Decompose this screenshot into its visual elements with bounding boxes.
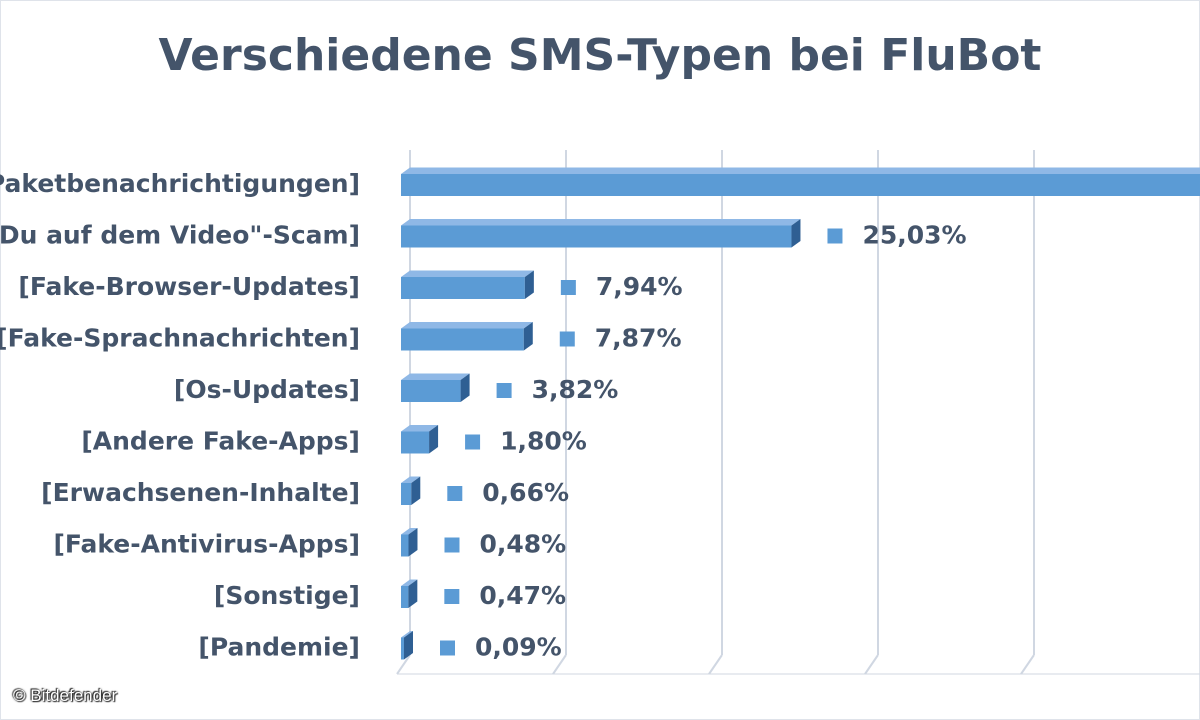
bar (401, 277, 525, 299)
category-label: ["Bist Du auf dem Video"-Scam] (0, 221, 360, 250)
chart-title: Verschiedene SMS-Typen bei FluBot (158, 30, 1042, 81)
bar-top (401, 476, 421, 483)
bar (401, 380, 461, 402)
value-marker (444, 537, 460, 553)
value-marker (827, 228, 843, 244)
bar-side (429, 425, 439, 454)
value-marker (465, 434, 481, 450)
bar-top (401, 219, 801, 226)
bar-side (408, 528, 418, 557)
copyright-credit: © Bitdefender (13, 686, 118, 705)
bar-top (401, 167, 1200, 174)
bar (401, 534, 409, 557)
category-label: [Os-Updates] (174, 375, 360, 404)
bar-top (401, 528, 418, 535)
value-label: 0,47% (479, 581, 566, 610)
bar-side (791, 219, 801, 248)
value-marker (447, 486, 463, 501)
bar (401, 328, 524, 351)
gridline-floor (396, 654, 411, 675)
value-marker (496, 383, 512, 398)
category-label: [Fake-Sprachnachrichten] (0, 324, 360, 353)
bar (401, 174, 1200, 196)
value-label: 1,80% (500, 427, 587, 456)
bar-top (401, 631, 413, 638)
bar-side (408, 579, 418, 608)
bar-side (411, 476, 421, 505)
bar (401, 637, 404, 660)
bar-side (460, 373, 470, 402)
category-label: [Erwachsenen-Inhalte] (41, 478, 360, 507)
category-label: [Fake-Antivirus-Apps] (53, 530, 360, 559)
gridline-floor (552, 654, 567, 675)
value-label: 0,66% (482, 478, 569, 507)
bar-top (401, 373, 470, 380)
bar-top (401, 579, 418, 586)
value-label: 3,82% (532, 375, 619, 404)
gridline-floor (708, 654, 723, 675)
category-label: [Fake-Browser-Updates] (18, 272, 360, 301)
bar-side (404, 631, 413, 660)
gridline-floor (1020, 654, 1035, 675)
gridline-floor (864, 654, 879, 675)
bar-side (523, 322, 533, 351)
value-marker (560, 280, 576, 295)
bar (401, 586, 409, 608)
bar (401, 483, 412, 505)
bar (401, 431, 430, 454)
value-marker (440, 640, 455, 656)
value-marker (559, 331, 575, 347)
bar-side (524, 270, 534, 299)
labels: [Paketbenachrichtigungen] ["Bist Du auf d… (0, 169, 967, 662)
bar-top (401, 270, 534, 277)
value-label: 25,03% (862, 221, 966, 250)
bars (401, 167, 1200, 660)
value-label: 7,87% (595, 324, 682, 353)
value-label: 0,09% (475, 633, 562, 662)
value-label: 0,48% (479, 530, 566, 559)
bar (401, 225, 792, 248)
category-label: [Sonstige] (214, 581, 360, 610)
value-label: 7,94% (596, 272, 683, 301)
bar-top (401, 322, 533, 329)
category-label: [Pandemie] (198, 633, 360, 662)
category-label: [Andere Fake-Apps] (81, 427, 360, 456)
bar-top (401, 425, 439, 432)
category-label: [Paketbenachrichtigungen] (0, 169, 360, 198)
value-marker (444, 589, 460, 604)
